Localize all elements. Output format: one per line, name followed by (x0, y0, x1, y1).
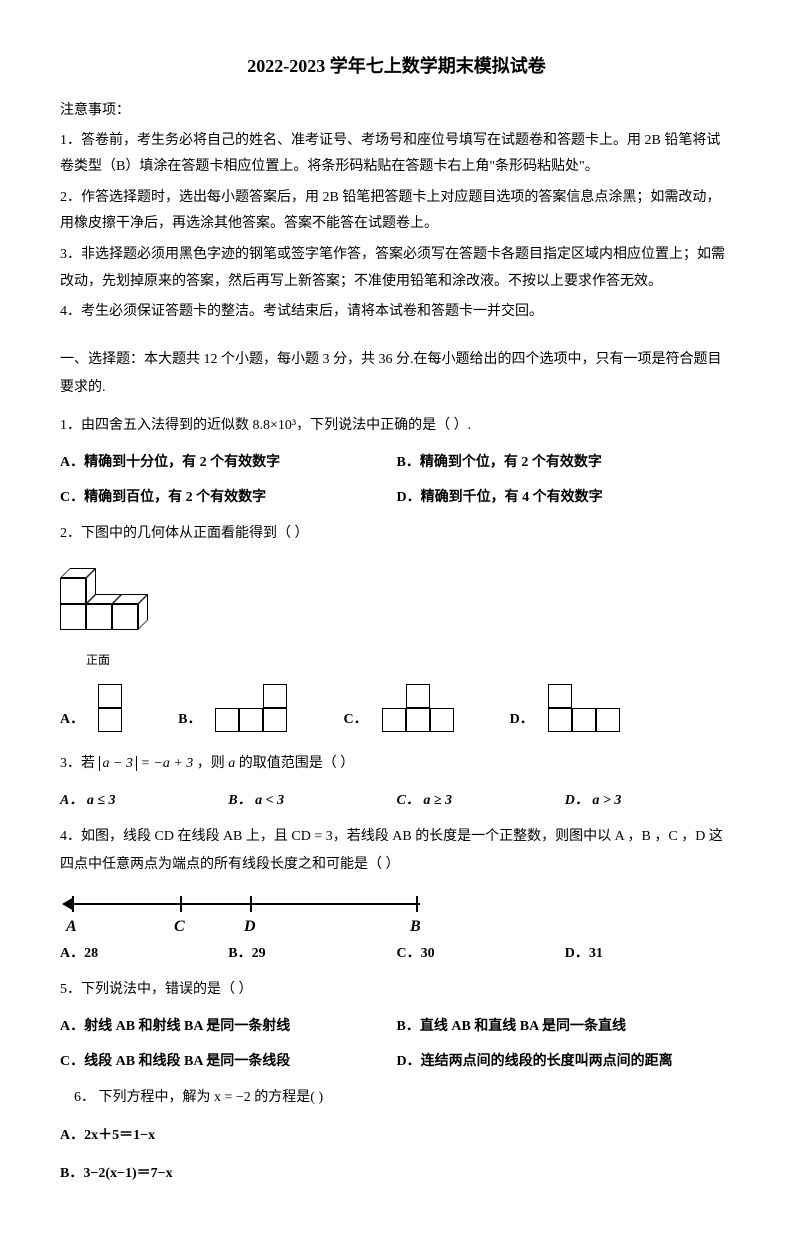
q3-stem-mid: ，则 (197, 756, 229, 771)
q5-stem: 5．下列说法中，错误的是（ ） (60, 976, 733, 1004)
instruction-3: 3．非选择题必须用黑色字迹的钢笔或签字笔作答，答案必须写在答题卡各题目指定区域内… (60, 242, 733, 295)
q3-abs-expr: a − 3 (99, 756, 137, 771)
q4-opt-c: C．30 (397, 941, 565, 966)
q6-opt-b: B．3−2(x−1)＝7−x (60, 1160, 733, 1188)
instruction-2: 2．作答选择题时，选出每小题答案后，用 2B 铅笔把答题卡上对应题目选项的答案信… (60, 185, 733, 238)
q2-stem: 2．下图中的几何体从正面看能得到（ ） (60, 520, 733, 548)
q1-opt-a: A．精确到十分位，有 2 个有效数字 (60, 450, 397, 475)
q5-opt-b: B．直线 AB 和直线 BA 是同一条直线 (397, 1014, 734, 1039)
q3-opt-a: A． a ≤ 3 (60, 788, 228, 813)
seg-main-line (70, 903, 420, 905)
section-1-heading: 一、选择题：本大题共 12 个小题，每小题 3 分，共 36 分.在每小题给出的… (60, 346, 733, 402)
q6-opt-a: A．2x＋5＝1−x (60, 1122, 733, 1150)
q6-stem: 6． 下列方程中，解为 x = −2 的方程是( ) (74, 1084, 733, 1112)
q2-opt-c-label: C． (343, 707, 367, 732)
q2-opt-d: D． (510, 684, 620, 732)
seg-tick-b (416, 896, 418, 912)
q2-opt-d-label: D． (510, 707, 534, 732)
q3-options: A． a ≤ 3 B． a < 3 C． a ≥ 3 D． a > 3 (60, 788, 733, 813)
q4-segment-figure: A C D B (60, 889, 430, 935)
q4-options: A．28 B．29 C．30 D．31 (60, 941, 733, 966)
q5-opt-d: D．连结两点间的线段的长度叫两点间的距离 (397, 1049, 734, 1074)
seg-tick-a (72, 896, 74, 912)
q1-options-row2: C．精确到百位，有 2 个有效数字 D．精确到千位，有 4 个有效数字 (60, 485, 733, 510)
q5-options-row1: A．射线 AB 和射线 BA 是同一条射线 B．直线 AB 和直线 BA 是同一… (60, 1014, 733, 1039)
q1-opt-d: D．精确到千位，有 4 个有效数字 (397, 485, 734, 510)
q2-opt-a: A． (60, 684, 122, 732)
q2-shape-b (215, 684, 287, 732)
q2-opt-b: B． (178, 684, 287, 732)
q3-stem-post: 的取值范围是（ ） (239, 756, 355, 771)
q2-shape-d (548, 684, 620, 732)
q1-opt-c: C．精确到百位，有 2 个有效数字 (60, 485, 397, 510)
q2-cube-figure (60, 558, 180, 648)
notice-heading: 注意事项： (60, 98, 733, 123)
q2-shape-c (382, 684, 454, 732)
q5-opt-a: A．射线 AB 和射线 BA 是同一条射线 (60, 1014, 397, 1039)
seg-label-c: C (174, 913, 185, 942)
q3-opt-b: B． a < 3 (228, 788, 396, 813)
q2-options-row: A． B． C． D． (60, 684, 733, 732)
q3-stem: 3．若 a − 3 = −a + 3 ，则 a 的取值范围是（ ） (60, 750, 733, 778)
q2-opt-a-label: A． (60, 707, 84, 732)
q4-stem: 4．如图，线段 CD 在线段 AB 上，且 CD = 3，若线段 AB 的长度是… (60, 823, 733, 879)
q4-opt-d: D．31 (565, 941, 733, 966)
q5-opt-c: C．线段 AB 和线段 BA 是同一条线段 (60, 1049, 397, 1074)
q4-opt-b: B．29 (228, 941, 396, 966)
seg-tick-c (180, 896, 182, 912)
q2-shape-a (98, 684, 122, 732)
q1-options-row1: A．精确到十分位，有 2 个有效数字 B．精确到个位，有 2 个有效数字 (60, 450, 733, 475)
q2-opt-b-label: B． (178, 707, 201, 732)
q3-opt-d: D． a > 3 (565, 788, 733, 813)
q2-front-label: 正面 (86, 650, 733, 672)
seg-label-b: B (410, 913, 421, 942)
q2-opt-c: C． (343, 684, 453, 732)
instruction-4: 4．考生必须保证答题卡的整洁。考试结束后，请将本试卷和答题卡一并交回。 (60, 299, 733, 326)
q1-opt-b: B．精确到个位，有 2 个有效数字 (397, 450, 734, 475)
q4-opt-a: A．28 (60, 941, 228, 966)
page-title: 2022-2023 学年七上数学期末模拟试卷 (60, 50, 733, 82)
q3-var-a: a (228, 756, 235, 771)
q1-stem: 1．由四舍五入法得到的近似数 8.8×10³，下列说法中正确的是（ ）. (60, 412, 733, 440)
seg-tick-d (250, 896, 252, 912)
q5-options-row2: C．线段 AB 和线段 BA 是同一条线段 D．连结两点间的线段的长度叫两点间的… (60, 1049, 733, 1074)
q3-abs-inner: a − 3 (103, 756, 133, 771)
instruction-1: 1．答卷前，考生务必将自己的姓名、准考证号、考场号和座位号填写在试题卷和答题卡上… (60, 128, 733, 181)
seg-label-d: D (244, 913, 256, 942)
q3-stem-pre: 3．若 (60, 756, 99, 771)
seg-label-a: A (66, 913, 77, 942)
q3-opt-c: C． a ≥ 3 (397, 788, 565, 813)
q3-rhs: = −a + 3 (140, 756, 193, 771)
